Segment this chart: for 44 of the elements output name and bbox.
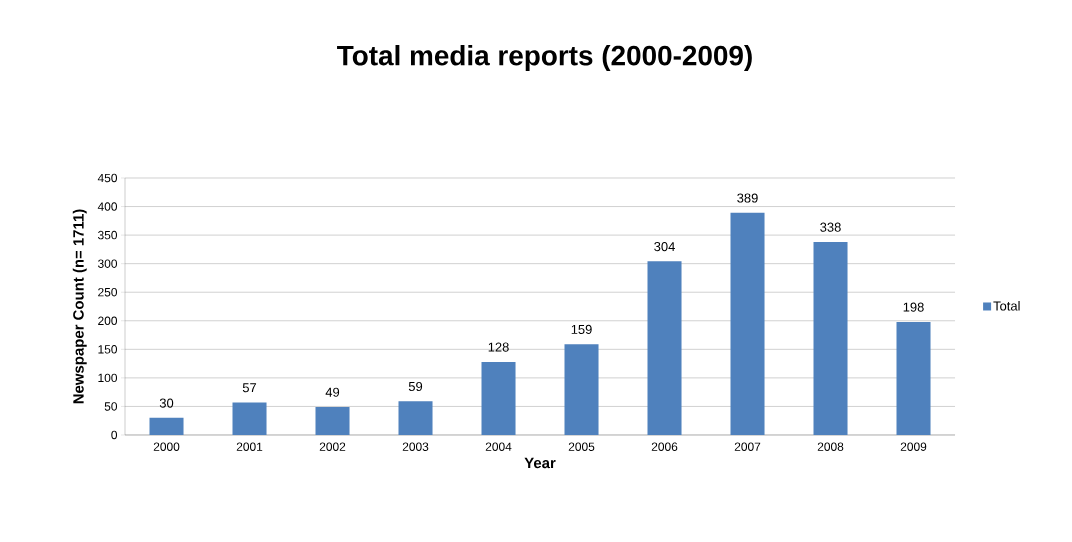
data-label: 198 [903, 302, 924, 312]
x-tick-label: 2007 [734, 442, 761, 451]
y-tick-label: 450 [97, 173, 118, 183]
data-label: 389 [737, 193, 758, 203]
data-label: 49 [325, 387, 340, 397]
y-tick-label: 250 [98, 287, 118, 297]
bar [398, 401, 433, 435]
x-axis-title: Year [524, 457, 556, 469]
chart-title: Total media reports (2000-2009) [337, 45, 752, 71]
data-label: 57 [242, 383, 257, 393]
bar [232, 402, 267, 435]
y-tick-label: 350 [98, 230, 118, 240]
data-label: 304 [654, 242, 675, 252]
y-tick-label: 50 [104, 402, 118, 411]
y-tick-label: 400 [97, 202, 118, 211]
bar [564, 344, 599, 435]
data-label: 59 [408, 381, 423, 392]
x-tick-label: 2005 [568, 442, 595, 451]
x-tick-label: 2008 [817, 442, 844, 451]
bar [481, 361, 516, 435]
bar [896, 321, 931, 435]
x-tick-label: 2009 [900, 442, 927, 451]
legend-label: Total [993, 301, 1020, 311]
bar [149, 417, 184, 435]
y-tick-label: 200 [98, 316, 118, 325]
x-tick-label: 2004 [485, 442, 512, 451]
bar [813, 241, 848, 435]
bar [315, 407, 350, 435]
y-tick-label: 300 [98, 259, 118, 268]
x-tick-label: 2006 [651, 442, 678, 451]
y-axis-title: Newspaper Count (n= 1711) [72, 209, 87, 404]
x-tick-label: 2000 [153, 442, 180, 451]
x-tick-label: 2003 [402, 442, 429, 451]
bar [730, 212, 765, 435]
y-tick-label: 0 [111, 430, 118, 440]
data-label: 128 [488, 342, 509, 352]
x-tick-label: 2001 [236, 442, 263, 451]
data-label: 159 [571, 324, 592, 334]
x-tick-label: 2002 [319, 442, 346, 451]
y-tick-label: 100 [98, 373, 118, 383]
data-label: 338 [820, 222, 841, 232]
y-tick-label: 150 [98, 345, 118, 354]
data-label: 30 [159, 398, 174, 408]
bar [647, 261, 682, 435]
